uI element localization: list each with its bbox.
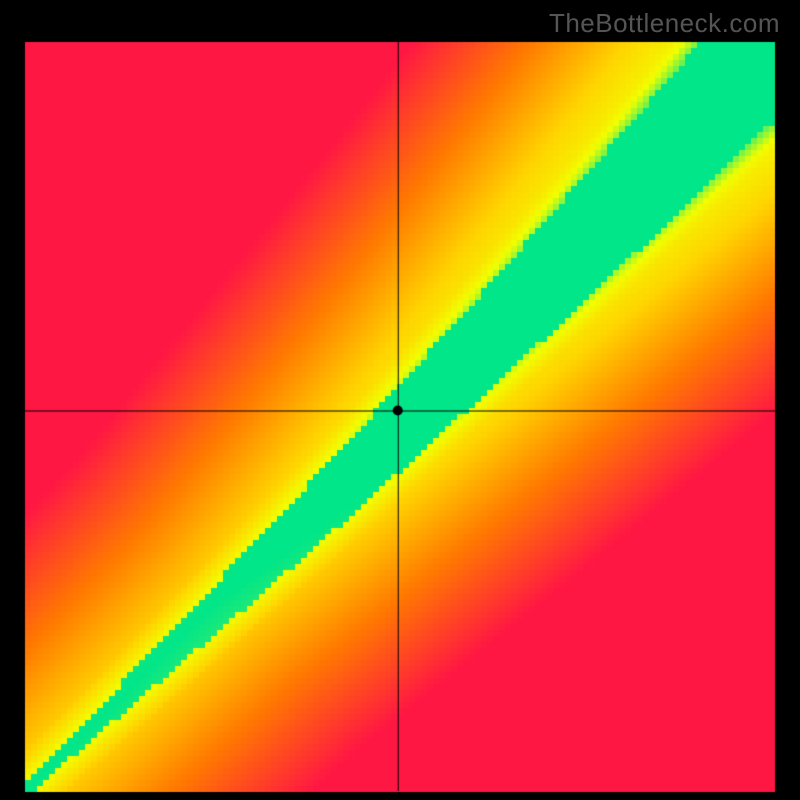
heatmap-canvas: [0, 0, 800, 800]
root: TheBottleneck.com: [0, 0, 800, 800]
watermark-text: TheBottleneck.com: [549, 8, 780, 39]
